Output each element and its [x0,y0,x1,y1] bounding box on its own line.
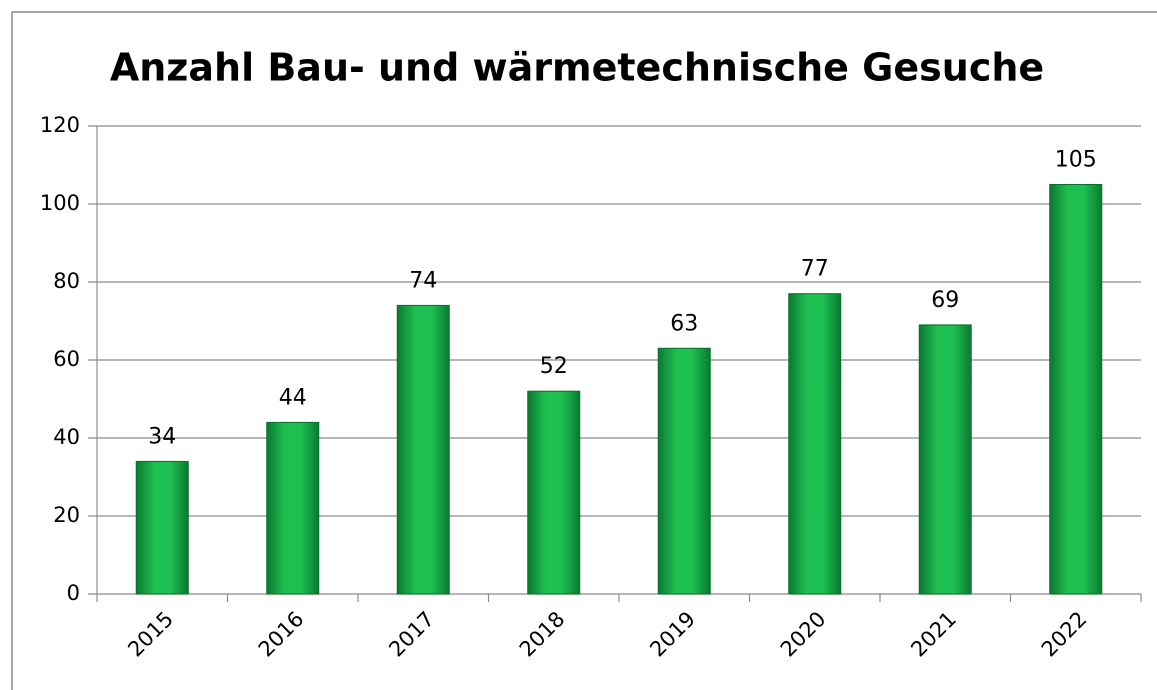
data-label: 74 [409,268,437,293]
bar [527,390,581,595]
data-label: 77 [801,257,829,282]
bar [788,293,842,595]
data-label: 63 [670,311,698,336]
bar [918,324,972,595]
bar [266,421,320,595]
data-label: 105 [1055,148,1097,173]
y-tick-label: 20 [53,503,80,527]
y-tick-label: 40 [53,425,80,449]
y-tick-label: 80 [53,269,80,293]
data-label: 34 [148,424,176,449]
data-label: 52 [540,354,568,379]
bar [657,347,711,595]
bar [1049,184,1103,595]
data-label: 44 [279,385,307,410]
y-tick-label: 120 [40,113,80,137]
bar [135,460,189,595]
y-tick-label: 100 [40,191,80,215]
bar [396,304,450,595]
chart-title: Anzahl Bau- und wärmetechnische Gesuche [110,46,1044,90]
data-label: 69 [931,288,959,313]
y-tick-label: 0 [67,581,80,605]
y-tick-label: 60 [53,347,80,371]
